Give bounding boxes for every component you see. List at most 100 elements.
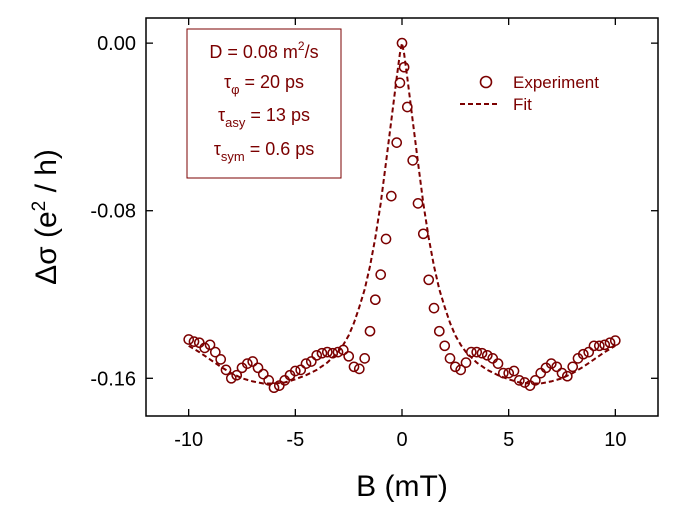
legend-experiment-label: Experiment <box>513 73 599 92</box>
experiment-point <box>545 358 557 369</box>
experiment-point <box>380 233 392 245</box>
experiment-point <box>433 325 445 337</box>
experiment-point <box>321 346 333 358</box>
experiment-point <box>455 364 467 376</box>
experiment-point <box>311 349 323 361</box>
x-tick-label: 10 <box>604 429 626 451</box>
experiment-point <box>225 372 237 384</box>
experiment-point <box>375 269 387 280</box>
experiment-point <box>199 342 211 354</box>
experiment-point <box>183 334 195 345</box>
legend-fit-label: Fit <box>513 95 532 114</box>
x-tick-label: 5 <box>503 429 514 451</box>
axis-ticks <box>146 18 658 416</box>
y-axis-title-suffix: / h) <box>30 149 63 201</box>
y-axis-title-sup: 2 <box>29 201 50 212</box>
experiment-point <box>593 340 605 352</box>
experiment-point <box>398 61 410 73</box>
experiment-point <box>497 367 509 379</box>
x-tick-label: -10 <box>174 429 203 451</box>
experiment-point <box>396 37 408 49</box>
experiment-point <box>535 367 547 379</box>
experiment-point <box>519 377 531 388</box>
experiment-point <box>604 337 616 349</box>
experiment-point <box>385 190 397 202</box>
experiment-point <box>503 367 515 379</box>
experiment-point <box>343 350 355 362</box>
experiment-point <box>263 375 275 386</box>
experiment-point <box>364 325 376 337</box>
experiment-point <box>449 361 461 373</box>
experiment-point <box>268 382 280 394</box>
experiment-point <box>428 302 440 314</box>
experiment-point <box>481 349 493 361</box>
experiment-point <box>439 340 451 352</box>
experiment-point <box>588 340 600 352</box>
experiment-point <box>551 361 563 373</box>
experiment-point <box>583 346 595 358</box>
fit-series <box>188 42 616 385</box>
experiment-point <box>561 370 573 382</box>
experiment-point <box>289 365 301 377</box>
experiment-point <box>423 274 435 286</box>
experiment-point <box>247 356 259 367</box>
fit-line <box>188 42 616 385</box>
experiment-point <box>492 358 504 369</box>
experiment-point <box>599 339 611 351</box>
y-tick-label: -0.16 <box>90 368 136 390</box>
x-tick-label: 0 <box>396 429 407 451</box>
experiment-point <box>417 228 429 240</box>
experiment-point <box>209 346 221 358</box>
experiment-point <box>412 198 424 209</box>
experiment-point <box>305 356 317 367</box>
experiment-point <box>487 353 499 364</box>
experiment-point <box>444 353 456 364</box>
param-d: D = 0.08 m2/s <box>209 39 318 62</box>
experiment-point <box>529 375 541 386</box>
experiment-point <box>188 336 200 347</box>
experiment-point <box>609 335 621 346</box>
experiment-point <box>471 346 483 358</box>
experiment-point <box>394 77 406 89</box>
y-axis-title-prefix: Δσ (e <box>30 211 63 285</box>
experiment-point <box>369 294 381 306</box>
experiment-point <box>252 362 264 374</box>
experiment-point <box>513 375 525 386</box>
legend: Experiment Fit <box>460 73 599 114</box>
experiment-point <box>279 375 291 386</box>
x-axis-title: B (mT) <box>356 470 448 503</box>
param-tau-sym: τsym = 0.6 ps <box>214 139 315 164</box>
experiment-point <box>215 354 227 365</box>
experiment-point <box>465 346 477 358</box>
experiment-point <box>300 358 312 369</box>
param-tau-asy: τasy = 13 ps <box>218 105 310 130</box>
experiment-point <box>567 361 579 373</box>
y-tick-label: -0.08 <box>90 201 136 223</box>
experiment-point <box>391 137 403 148</box>
experiment-point <box>577 348 589 360</box>
experiment-point <box>359 353 371 364</box>
experiment-point <box>476 347 488 359</box>
experiment-point <box>353 363 365 375</box>
experiment-point <box>556 367 568 379</box>
experiment-point <box>407 155 419 166</box>
experiment-point <box>204 339 216 351</box>
experiment-point <box>241 358 253 369</box>
legend-experiment-marker <box>479 75 493 89</box>
experiment-point <box>231 369 243 381</box>
experiment-point <box>295 364 307 376</box>
param-tau-phi: τφ = 20 ps <box>224 72 304 97</box>
x-tick-label: -5 <box>286 429 304 451</box>
experiment-point <box>316 347 328 359</box>
experiment-point <box>460 357 472 368</box>
params-box <box>186 28 342 179</box>
y-tick-label: 0.00 <box>97 33 136 55</box>
y-axis-title: Δσ (e2 / h) <box>29 149 63 285</box>
experiment-point <box>348 361 360 373</box>
experiment-point <box>220 364 232 376</box>
experiment-point <box>327 347 339 359</box>
axis-tick-labels: -10 -5 0 5 10 0.00 -0.08 -0.16 <box>90 33 626 451</box>
experiment-point <box>257 368 269 380</box>
experiment-point <box>332 346 344 358</box>
